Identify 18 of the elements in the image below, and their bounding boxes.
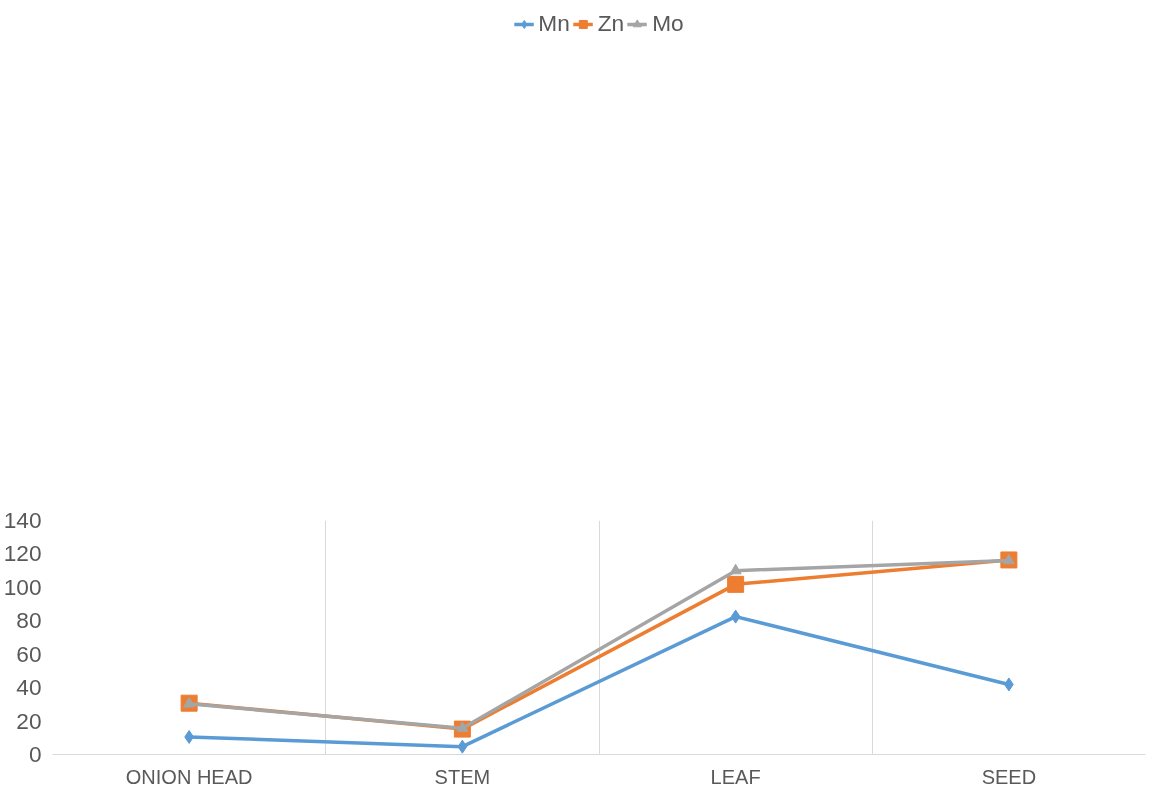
legend-label: Zn xyxy=(597,10,625,37)
y-tick-label: 100 xyxy=(3,573,42,600)
x-tick-label: STEM xyxy=(434,765,491,788)
y-tick-label: 140 xyxy=(3,507,42,533)
y-tick-label: 60 xyxy=(16,640,42,667)
y-tick-label: 0 xyxy=(28,741,42,767)
point xyxy=(727,575,745,593)
legend-label: Mo xyxy=(652,10,684,37)
point xyxy=(457,739,468,754)
x-tick-label: SEED xyxy=(981,765,1037,788)
y-tick-label: 120 xyxy=(3,540,42,567)
y-tick-label: 20 xyxy=(16,707,42,734)
y-tick-label: 40 xyxy=(16,674,42,701)
legend-label: Mn xyxy=(538,10,570,37)
x-tick-label: LEAF xyxy=(710,765,761,788)
point xyxy=(730,609,741,624)
x-tick-label: ONION HEAD xyxy=(125,765,253,788)
y-tick-label: 80 xyxy=(16,607,42,634)
